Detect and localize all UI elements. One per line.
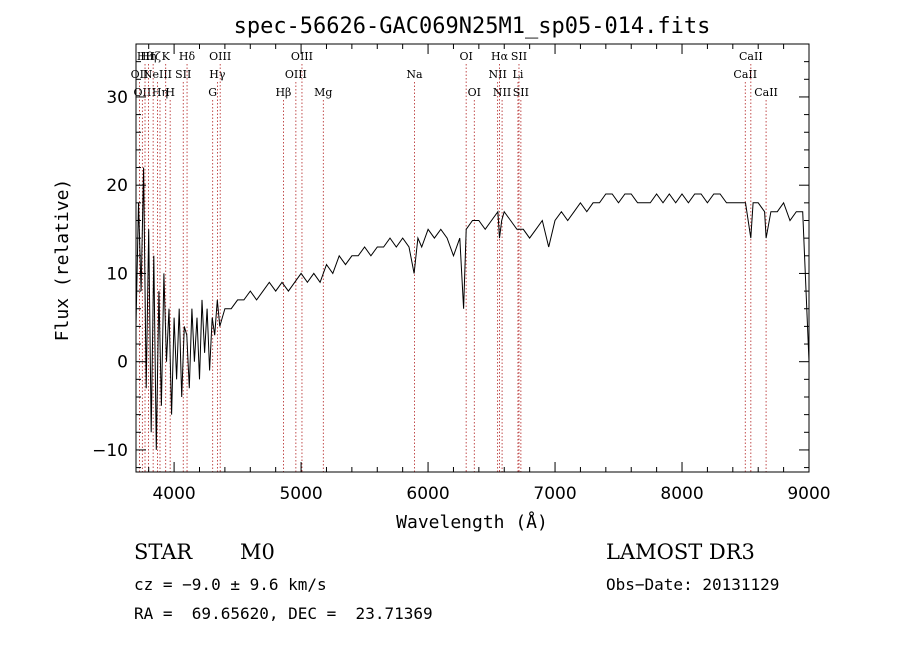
- y-axis-ticks: −10 0 10 20 30: [92, 43, 809, 469]
- object-class: STAR: [134, 540, 193, 564]
- line-marker-label: CaII: [754, 86, 778, 99]
- x-tick-label: 5000: [279, 484, 322, 504]
- spectrum-line: [135, 167, 810, 450]
- line-marker-label: CaII: [733, 68, 757, 81]
- line-marker-label: Hη: [140, 50, 156, 63]
- line-marker-label: SII: [513, 86, 529, 99]
- line-marker-label: NeIII: [143, 68, 172, 81]
- line-marker-label: Hθ: [137, 50, 154, 63]
- x-axis-label: Wavelength (Å): [396, 511, 548, 533]
- plot-frame: [135, 43, 810, 473]
- redshift-readout: cz = −9.0 ± 9.6 km/s: [134, 575, 327, 594]
- x-tick-label: 6000: [406, 484, 449, 504]
- object-subclass: M0: [240, 540, 275, 564]
- y-axis-label: Flux (relative): [52, 179, 73, 342]
- line-marker-label: Li: [513, 68, 524, 81]
- line-marker-label: K: [162, 50, 171, 63]
- line-marker-label: Hα: [491, 50, 509, 63]
- line-marker-label: SII: [511, 50, 527, 63]
- line-marker-label: Hγ: [209, 68, 226, 81]
- line-marker-label: NII: [488, 68, 506, 81]
- x-tick-label: 4000: [152, 484, 195, 504]
- y-tick-label: −10: [92, 441, 128, 461]
- y-tick-label: 30: [106, 88, 128, 108]
- line-marker-label: Hβ: [275, 86, 291, 99]
- line-marker-label: OII: [133, 86, 151, 99]
- line-marker-label: Na: [406, 68, 423, 81]
- survey-name: LAMOST DR3: [606, 540, 755, 564]
- line-marker-label: OIII: [209, 50, 231, 63]
- x-tick-label: 7000: [533, 484, 576, 504]
- line-marker-label: Hζ: [145, 50, 161, 63]
- line-marker-label: OI: [459, 50, 472, 63]
- y-tick-label: 10: [106, 264, 128, 284]
- coordinates-readout: RA = 69.65620, DEC = 23.71369: [134, 604, 433, 623]
- x-tick-label: 8000: [660, 484, 703, 504]
- y-tick-label: 0: [117, 353, 128, 373]
- line-marker-label: Mg: [314, 86, 332, 99]
- y-tick-label: 20: [106, 176, 128, 196]
- line-marker-label: NII: [493, 86, 511, 99]
- x-tick-label: 9000: [787, 484, 830, 504]
- emission-line-markers: OIIOIIHθHηHζNeIIIHηKHSIIHδGHγOIIIHβOIIIO…: [131, 50, 778, 472]
- line-marker-label: OIII: [291, 50, 313, 63]
- x-axis-ticks: 4000 5000 6000 7000 8000 9000: [148, 44, 831, 504]
- line-marker-label: OI: [468, 86, 481, 99]
- line-marker-label: H: [165, 86, 175, 99]
- observation-date: Obs−Date: 20131129: [606, 575, 780, 594]
- line-marker-label: G: [208, 86, 217, 99]
- line-marker-label: CaII: [739, 50, 763, 63]
- line-marker-label: Hδ: [179, 50, 196, 63]
- line-marker-label: OIII: [285, 68, 307, 81]
- chart-title: spec-56626-GAC069N25M1_sp05-014.fits: [234, 14, 711, 39]
- line-marker-label: OII: [131, 68, 149, 81]
- line-marker-label: SII: [175, 68, 191, 81]
- line-marker-label: Hη: [152, 86, 168, 99]
